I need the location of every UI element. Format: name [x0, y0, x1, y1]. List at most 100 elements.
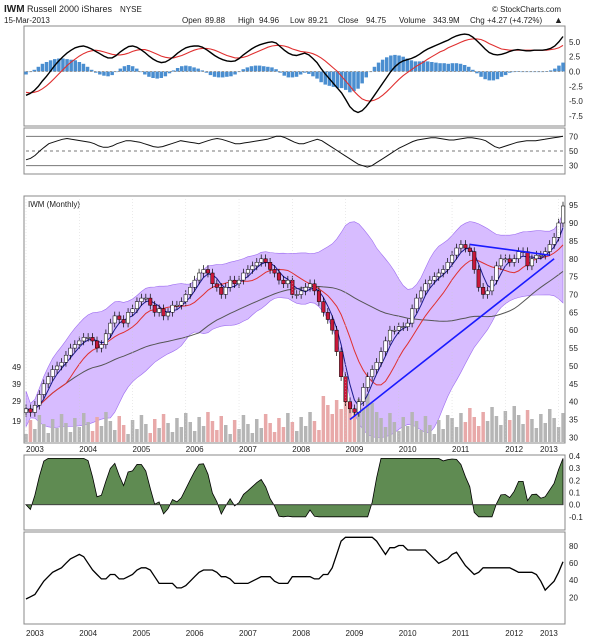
volume-bar — [286, 413, 290, 442]
volume-bar — [330, 414, 334, 442]
volume-bar — [201, 426, 206, 442]
volume-bar — [468, 408, 472, 442]
price-candle — [383, 340, 388, 352]
volume-bar — [153, 419, 157, 442]
price-candle — [59, 362, 64, 367]
macd-histogram-bar — [348, 71, 352, 93]
volume-bar — [308, 412, 312, 442]
volume-bar — [250, 433, 255, 442]
volume-bar — [272, 432, 277, 442]
lower-tick-label: 60 — [569, 559, 578, 568]
price-tick-label: 90 — [569, 219, 578, 228]
volume-bar — [348, 404, 352, 442]
volume-bar — [476, 426, 481, 442]
chg-value: +4.27 (+4.72%) — [487, 16, 542, 25]
ticker-symbol: IWM — [4, 4, 25, 15]
macd-histogram-bar — [471, 69, 475, 72]
x-tick-label-bottom: 2004 — [79, 629, 97, 638]
volume-bar — [219, 416, 223, 442]
volume-bar — [352, 413, 357, 442]
price-tick-label: 60 — [569, 326, 578, 335]
volume-bar — [255, 419, 259, 442]
price-candle — [28, 408, 33, 413]
price-candle — [281, 279, 286, 285]
macd-histogram-bar — [311, 71, 315, 77]
oscillator-area — [25, 457, 564, 518]
volume-bar — [366, 394, 370, 442]
macd-histogram-bar — [196, 68, 200, 72]
macd-layer: 5.0 2.5 0.0 -2.5 -5.0 -7.5 — [24, 33, 583, 121]
oscillator-tick-label: 0.2 — [569, 476, 581, 485]
price-tick-label: 55 — [569, 344, 578, 353]
volume-bar — [50, 419, 55, 442]
x-tick-label-bottom: 2003 — [26, 629, 44, 638]
volume-bar — [77, 427, 81, 442]
price-candle — [365, 376, 370, 388]
volume-bar — [561, 413, 565, 442]
volume-bar — [295, 431, 299, 442]
macd-histogram-bar — [135, 68, 139, 72]
price-candle — [525, 251, 530, 267]
volume-bar — [228, 434, 232, 442]
macd-histogram-bar — [270, 67, 274, 72]
lower-tick-label: 80 — [569, 542, 578, 551]
lower-tick-label: 20 — [569, 593, 578, 602]
low-value: 89.21 — [308, 16, 329, 25]
macd-signal-line — [25, 38, 564, 102]
price-candle — [423, 283, 428, 292]
macd-line — [25, 33, 564, 114]
macd-histogram-bar — [98, 71, 102, 75]
price-candle — [512, 258, 517, 263]
macd-histogram-bar — [426, 61, 430, 72]
close-label: Close — [338, 16, 359, 25]
price-candle — [232, 279, 237, 285]
macd-histogram-bar — [32, 69, 36, 72]
macd-histogram-bar — [290, 71, 295, 78]
price-candle — [210, 272, 215, 284]
price-tick-label: 65 — [569, 308, 578, 317]
oscillator-tick-label: 0.0 — [569, 501, 581, 510]
oscillator-tick-label: 0.4 — [569, 452, 581, 461]
axis-layer: 2003 2003 2004 2004 2005 2005 2006 2006 2007 2007… — [25, 196, 559, 638]
price-candle — [241, 272, 246, 281]
price-candle — [179, 301, 184, 306]
price-candle — [507, 258, 512, 263]
x-tick-label-bottom: 2009 — [346, 629, 364, 638]
macd-histogram-bar — [483, 71, 487, 80]
volume-bar — [33, 429, 37, 442]
macd-histogram-bar — [450, 63, 455, 72]
volume-bar — [144, 424, 148, 442]
macd-histogram-bar — [229, 71, 233, 77]
macd-histogram-bar — [262, 66, 266, 72]
volume-bar — [370, 403, 374, 442]
lower-tick-label: 40 — [569, 576, 578, 585]
macd-histogram-bar — [180, 66, 184, 72]
price-tick-label: 50 — [569, 362, 578, 371]
volume-bar — [210, 421, 215, 442]
volume-bar — [374, 412, 379, 442]
price-tick-label: 35 — [569, 416, 578, 425]
volume-bar — [224, 425, 228, 442]
macd-histogram-bar — [159, 71, 163, 78]
price-candle — [432, 276, 437, 281]
macd-histogram-bar — [147, 71, 151, 77]
x-tick-label: 2004 — [79, 445, 97, 454]
macd-histogram-bar — [106, 71, 110, 77]
volume-bar — [454, 427, 459, 442]
lower-indicator-line — [25, 536, 564, 600]
price-candle — [401, 326, 406, 328]
price-candle — [441, 269, 446, 274]
macd-histogram-bar — [454, 63, 459, 72]
volume-bar — [126, 434, 130, 442]
macd-histogram-bar — [188, 66, 192, 72]
rsi-layer: 70 50 30 — [25, 132, 578, 171]
price-candle — [325, 312, 330, 320]
price-candle — [192, 279, 197, 288]
macd-histogram-bar — [393, 54, 397, 72]
volume-bar — [317, 430, 321, 442]
volume-bar — [117, 416, 121, 442]
price-candle — [197, 272, 202, 281]
volume-bar — [161, 414, 166, 442]
macd-histogram-bar — [487, 71, 491, 81]
